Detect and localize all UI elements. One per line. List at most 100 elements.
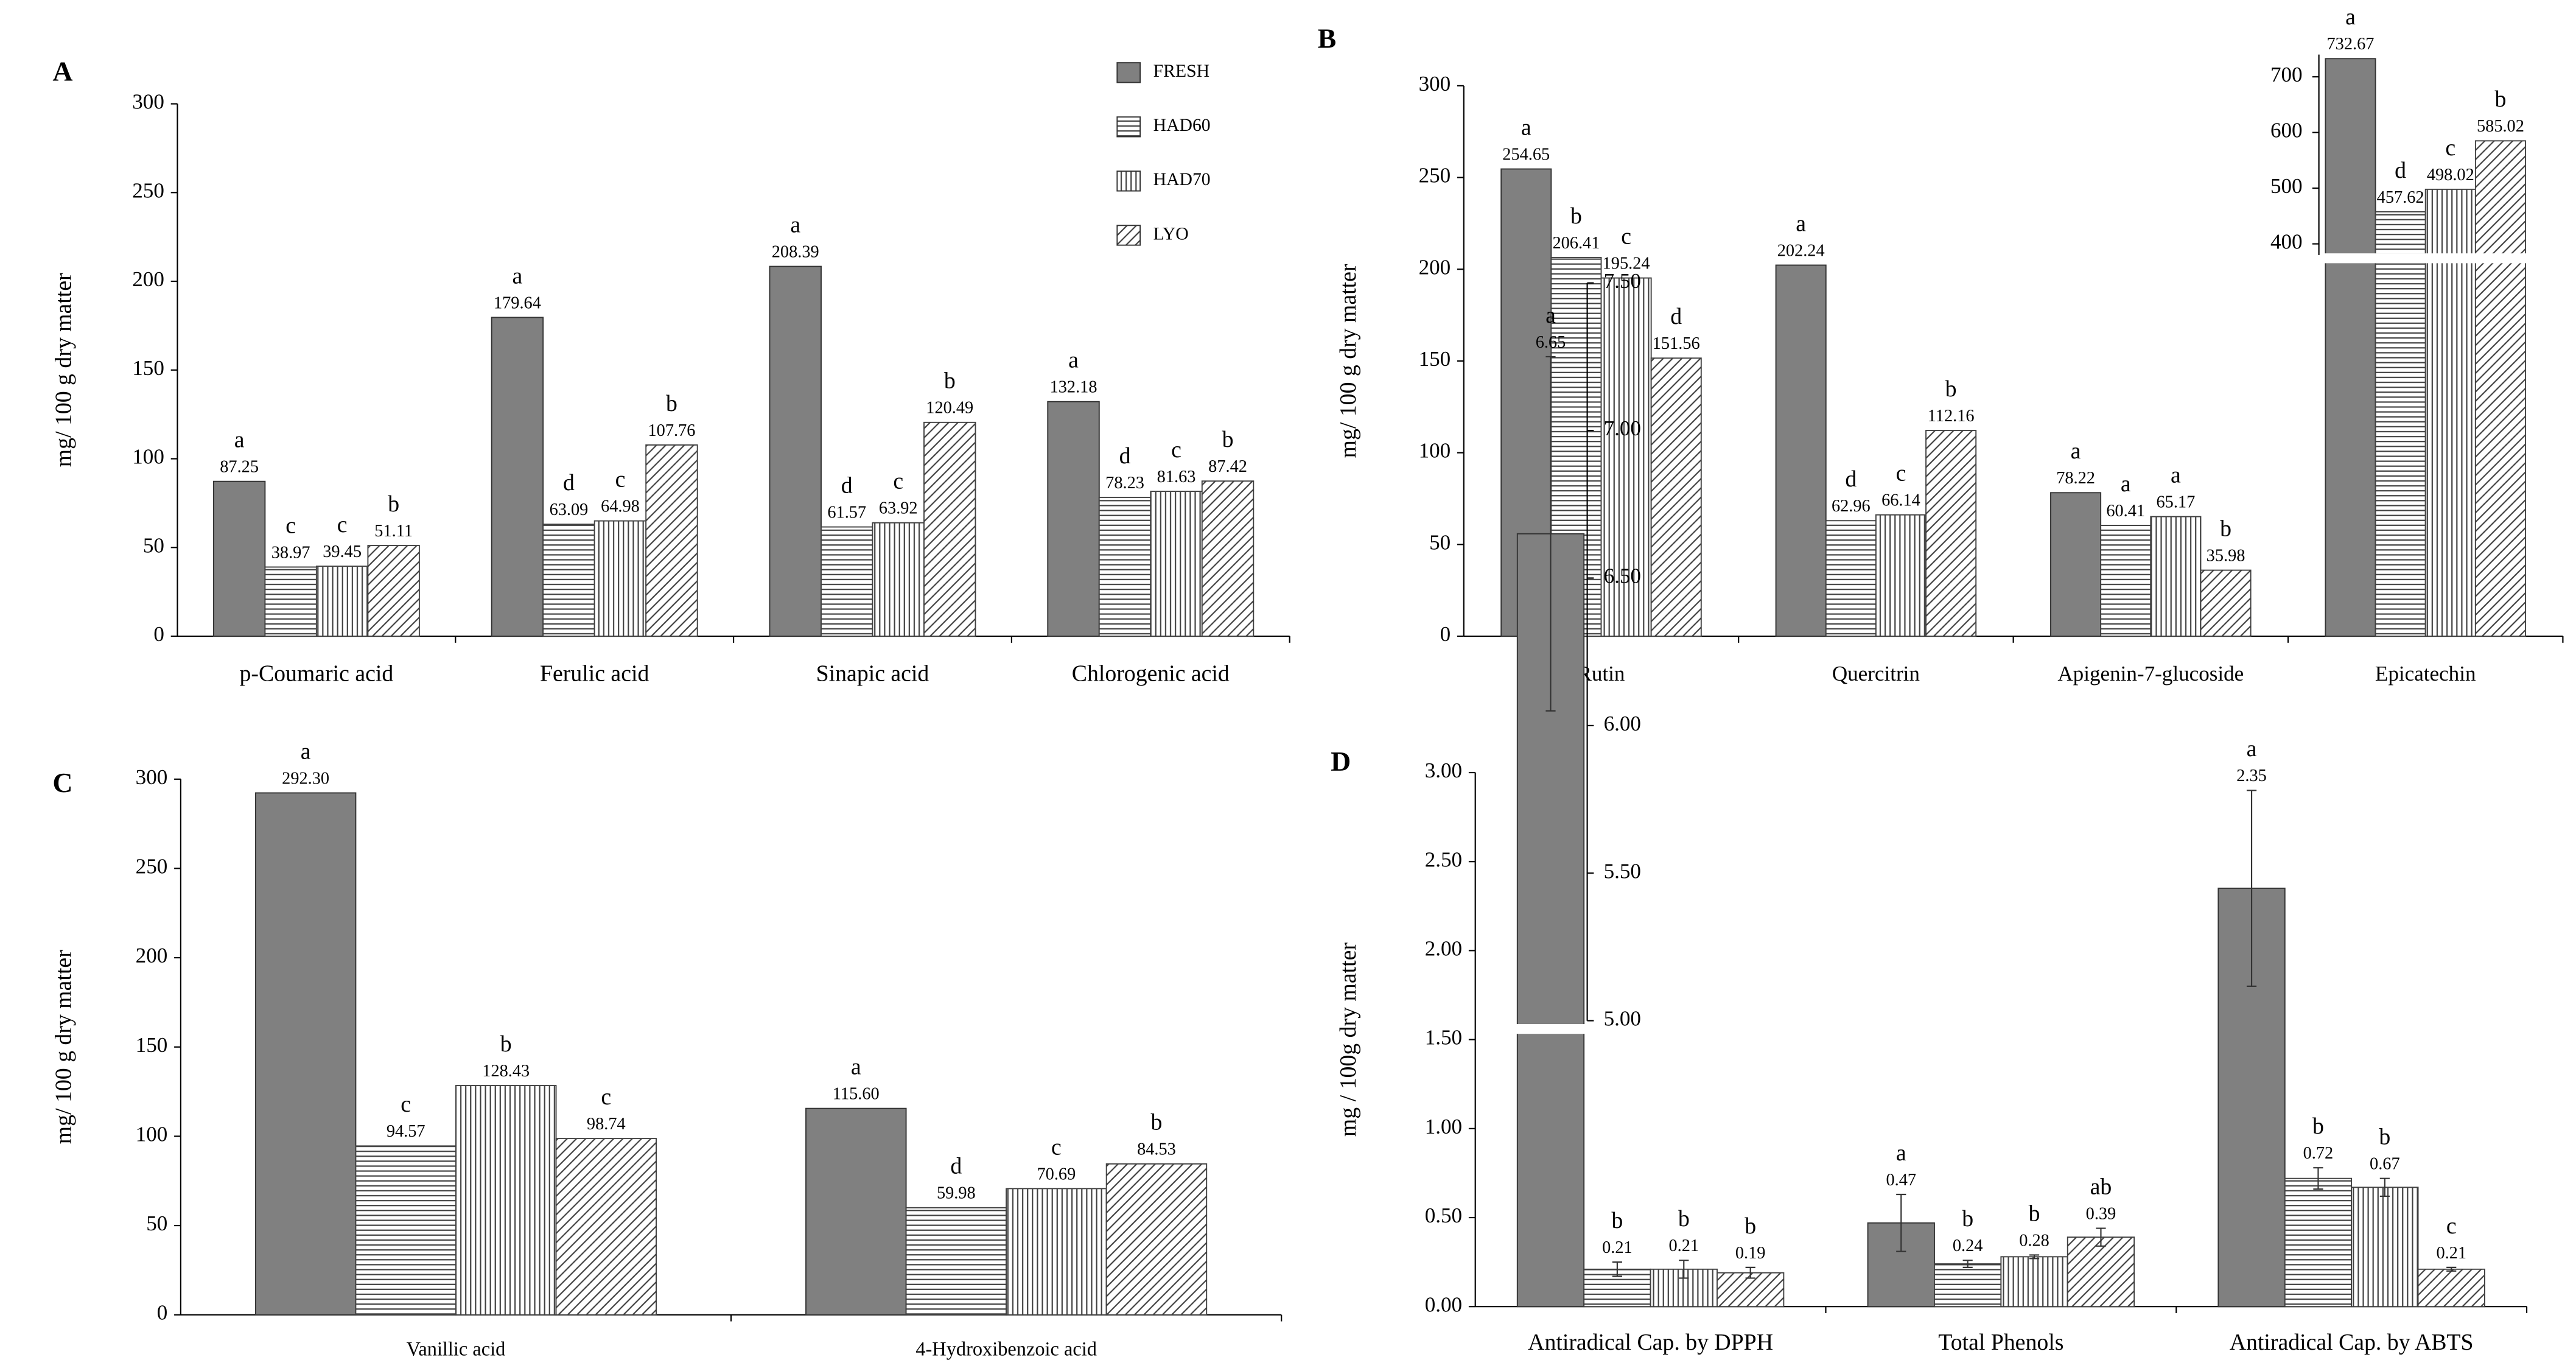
- y-tick-label: 1.50: [1425, 1026, 1462, 1050]
- data-label: 0.19: [1735, 1244, 1766, 1263]
- data-label: 115.60: [833, 1085, 880, 1104]
- bar: [1775, 264, 1827, 637]
- bar: [645, 444, 698, 637]
- significance-letter: b: [1570, 203, 1582, 229]
- significance-letter: d: [563, 470, 575, 496]
- data-label: 107.76: [648, 421, 696, 440]
- legend-label: HAD70: [1153, 170, 1211, 189]
- data-label: 498.02: [2427, 166, 2474, 184]
- significance-letter: c: [401, 1092, 411, 1117]
- bar: [491, 317, 544, 637]
- legend-swatch: [1116, 170, 1141, 192]
- x-tick-label: Ferulic acid: [540, 661, 649, 686]
- data-label: 0.24: [1953, 1236, 1983, 1255]
- y-tick-label: 150: [1419, 347, 1451, 371]
- panel-label: B: [1318, 23, 1337, 54]
- inset-y-tick-label: 7.00: [1604, 416, 1641, 440]
- significance-letter: ab: [2090, 1174, 2112, 1199]
- significance-letter: c: [1896, 461, 1906, 486]
- significance-letter: b: [2312, 1113, 2324, 1139]
- data-label: 128.43: [482, 1062, 530, 1081]
- legend-label: LYO: [1153, 224, 1189, 244]
- bar: [455, 1085, 557, 1316]
- y-tick-label: 250: [1419, 164, 1451, 188]
- axis-break: [1516, 1023, 1586, 1034]
- data-label: 202.24: [1777, 241, 1825, 260]
- data-label: 59.98: [937, 1184, 976, 1203]
- significance-letter: b: [388, 491, 399, 517]
- x-tick-label: Epicatechin: [2375, 662, 2476, 686]
- bar: [769, 265, 822, 637]
- bar: [315, 566, 369, 637]
- data-label: 195.24: [1603, 254, 1650, 273]
- data-label: 132.18: [1050, 378, 1097, 397]
- significance-letter: a: [1068, 348, 1079, 373]
- significance-letter: b: [944, 368, 956, 394]
- data-label: 78.23: [1105, 474, 1144, 493]
- y-axis-title: mg/ 100 g dry matter: [51, 273, 77, 467]
- legend-swatch: [1116, 62, 1141, 83]
- x-tick-label: Antiradical Cap. by DPPH: [1528, 1330, 1773, 1355]
- data-label: 0.21: [2436, 1244, 2466, 1263]
- bar: [2067, 1236, 2135, 1308]
- bar: [1105, 1163, 1208, 1316]
- y-tick-label: 300: [1419, 72, 1451, 96]
- bar: [555, 1138, 657, 1316]
- bar: [821, 526, 873, 637]
- axis-break: [2323, 253, 2527, 264]
- significance-letter: a: [851, 1054, 861, 1080]
- data-label: 78.22: [2056, 469, 2095, 488]
- x-tick-label: Sinapic acid: [816, 661, 929, 686]
- data-label: 179.64: [494, 293, 541, 312]
- panel-label: D: [1331, 746, 1351, 777]
- data-label: 64.98: [601, 497, 640, 516]
- data-label: 585.02: [2477, 117, 2524, 136]
- inset-y-tick-label: 6.00: [1604, 712, 1641, 735]
- x-tick-label: Total Phenols: [1938, 1330, 2063, 1355]
- bar: [355, 1145, 457, 1316]
- significance-letter: b: [1222, 427, 1234, 452]
- significance-letter: c: [893, 469, 903, 494]
- significance-letter: a: [1796, 211, 1806, 236]
- panel-label: A: [52, 56, 72, 87]
- bar: [367, 545, 420, 637]
- data-label: 0.28: [2019, 1231, 2049, 1250]
- significance-letter: b: [1962, 1206, 1973, 1232]
- x-tick-label: Chlorogenic acid: [1072, 661, 1230, 686]
- data-label: 0.67: [2370, 1155, 2400, 1174]
- inset-y-tick-label: 400: [2270, 230, 2303, 254]
- bar: [2000, 1256, 2068, 1308]
- y-axis-title: mg/ 100 g dry matter: [1335, 264, 1361, 458]
- data-label: 98.74: [587, 1115, 626, 1134]
- significance-letter: b: [1945, 376, 1957, 402]
- y-tick-label: 0.50: [1425, 1204, 1462, 1227]
- bar: [2417, 1268, 2485, 1308]
- x-tick-label: Vanillic acid: [407, 1339, 506, 1361]
- y-tick-label: 2.00: [1425, 936, 1462, 960]
- y-tick-label: 250: [132, 178, 164, 202]
- bar: [1600, 277, 1652, 637]
- data-label: 81.63: [1157, 468, 1196, 486]
- data-label: 84.53: [1137, 1140, 1176, 1159]
- data-label: 457.62: [2377, 188, 2424, 207]
- x-tick-label: Rutin: [1578, 662, 1625, 686]
- legend-label: HAD60: [1153, 116, 1211, 135]
- data-label: 206.41: [1552, 234, 1600, 253]
- x-tick-label: p-Coumaric acid: [240, 661, 394, 686]
- significance-letter: b: [1745, 1213, 1756, 1239]
- x-tick-label: Quercitrin: [1832, 662, 1920, 686]
- inset-y-tick-label: 5.00: [1604, 1007, 1641, 1031]
- significance-letter: b: [2220, 516, 2231, 541]
- data-label: 112.16: [1928, 407, 1975, 426]
- significance-letter: c: [615, 467, 626, 493]
- significance-letter: a: [2171, 463, 2181, 488]
- significance-letter: a: [2121, 471, 2131, 497]
- data-label: 0.21: [1602, 1238, 1633, 1257]
- bar: [1934, 1263, 2002, 1308]
- data-label: 62.96: [1832, 497, 1871, 516]
- data-label: 51.11: [374, 522, 413, 541]
- data-label: 63.92: [879, 499, 918, 518]
- x-tick-label: Antiradical Cap. by ABTS: [2230, 1330, 2474, 1355]
- bar: [805, 1107, 907, 1316]
